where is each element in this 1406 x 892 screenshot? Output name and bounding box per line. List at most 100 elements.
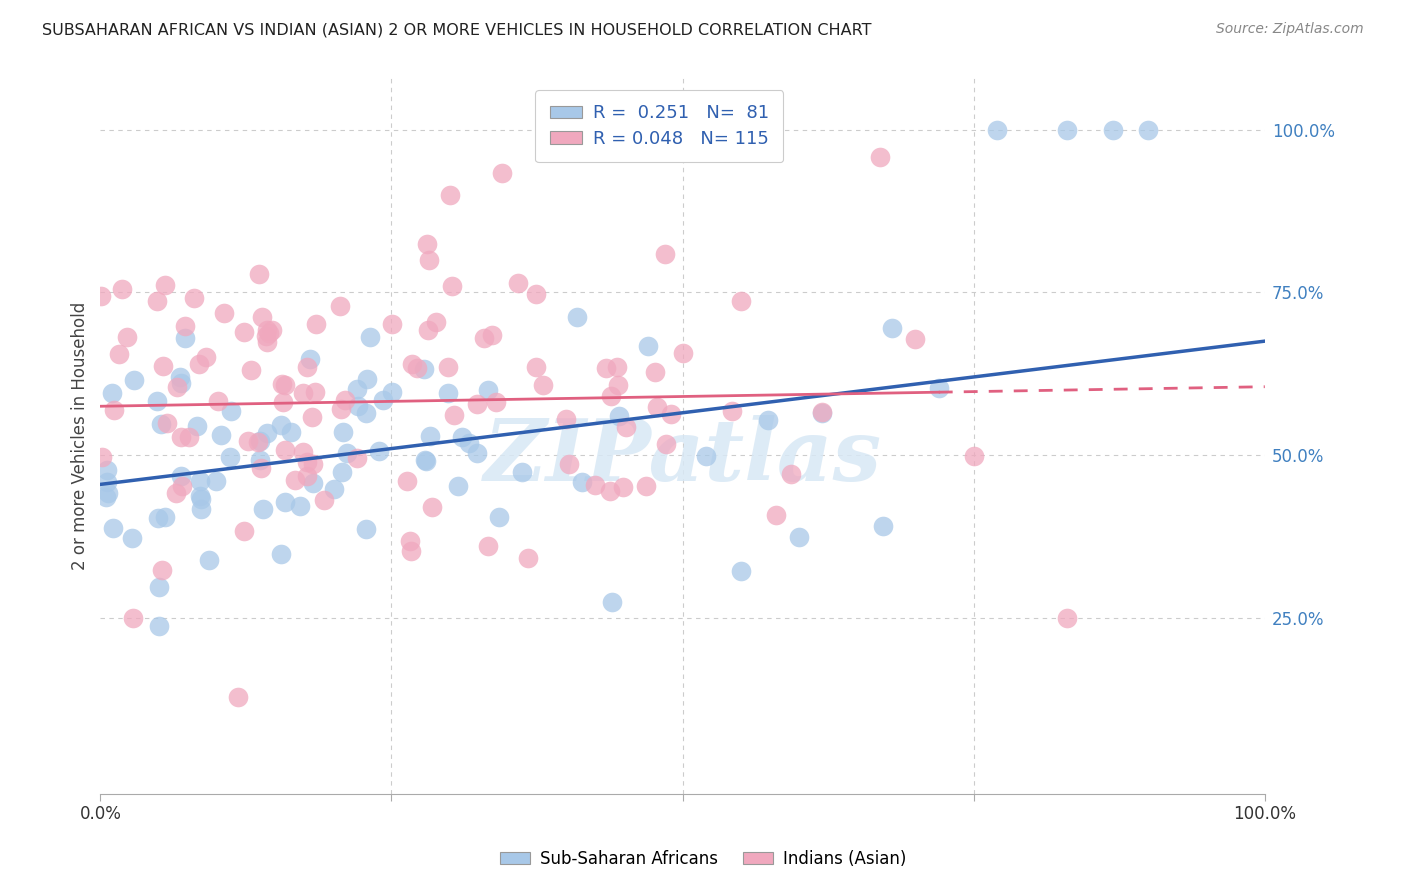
Point [90, 450, 112, 464]
Point [292, 444, 315, 458]
Point [508, 276, 530, 290]
Y-axis label: 2 or more Vehicles in Household: 2 or more Vehicles in Household [72, 301, 89, 570]
Point [249, 267, 271, 281]
Point [103, 520, 125, 534]
Point [368, 444, 391, 458]
Point [270, 418, 292, 433]
Point [416, 237, 439, 252]
Point [169, 430, 191, 444]
Point [170, 469, 193, 483]
Point [96, 462, 118, 476]
Point [654, 247, 676, 261]
Point [148, 618, 170, 632]
Point [301, 458, 323, 472]
Point [323, 482, 346, 496]
Point [396, 475, 419, 489]
Point [599, 484, 621, 499]
Point [418, 253, 440, 268]
Point [510, 465, 533, 479]
Point [425, 315, 447, 329]
Point [183, 291, 205, 305]
Point [607, 409, 630, 423]
Point [198, 553, 221, 567]
Point [90, 289, 112, 303]
Point [249, 453, 271, 467]
Point [465, 445, 488, 459]
Point [150, 563, 173, 577]
Point [416, 323, 439, 337]
Point [94, 490, 117, 504]
Point [335, 393, 357, 408]
Point [257, 326, 280, 340]
Point [122, 373, 145, 387]
Point [179, 429, 201, 443]
Point [295, 454, 318, 468]
Point [380, 318, 402, 332]
Point [170, 376, 193, 390]
Point [256, 323, 278, 337]
Point [571, 475, 593, 489]
Point [271, 377, 294, 392]
Point [232, 325, 254, 339]
Point [472, 331, 495, 345]
Point [1056, 122, 1078, 136]
Point [172, 479, 194, 493]
Point [485, 395, 508, 409]
Point [481, 328, 503, 343]
Point [335, 445, 357, 459]
Point [419, 429, 441, 443]
Point [606, 377, 628, 392]
Point [122, 611, 145, 625]
Point [371, 392, 394, 407]
Point [730, 293, 752, 308]
Point [356, 523, 378, 537]
Point [531, 377, 554, 392]
Point [614, 420, 637, 434]
Point [406, 360, 429, 375]
Point [645, 400, 668, 414]
Point [330, 401, 353, 416]
Point [209, 428, 232, 442]
Point [330, 466, 353, 480]
Point [121, 531, 143, 545]
Point [304, 384, 326, 399]
Point [1137, 122, 1160, 136]
Point [695, 449, 717, 463]
Legend: R =  0.251   N=  81, R = 0.048   N= 115: R = 0.251 N= 81, R = 0.048 N= 115 [536, 90, 783, 162]
Point [280, 425, 302, 439]
Point [246, 434, 269, 449]
Point [146, 511, 169, 525]
Point [415, 454, 437, 468]
Point [273, 495, 295, 509]
Point [274, 442, 297, 457]
Point [565, 310, 588, 324]
Point [96, 486, 118, 500]
Point [583, 478, 606, 492]
Point [152, 359, 174, 373]
Point [787, 530, 810, 544]
Text: Source: ZipAtlas.com: Source: ZipAtlas.com [1216, 22, 1364, 37]
Point [381, 385, 404, 400]
Point [491, 165, 513, 179]
Point [284, 473, 307, 487]
Point [153, 277, 176, 292]
Point [437, 359, 460, 374]
Point [301, 410, 323, 425]
Point [271, 394, 294, 409]
Point [721, 403, 744, 417]
Point [155, 510, 177, 524]
Point [332, 425, 354, 440]
Point [730, 565, 752, 579]
Point [644, 365, 666, 379]
Point [314, 493, 336, 508]
Point [756, 413, 779, 427]
Point [150, 417, 173, 431]
Point [928, 381, 950, 395]
Legend: Sub-Saharan Africans, Indians (Asian): Sub-Saharan Africans, Indians (Asian) [494, 844, 912, 875]
Point [186, 419, 208, 434]
Point [214, 306, 236, 320]
Text: ZIPatlas: ZIPatlas [484, 416, 882, 499]
Point [882, 320, 904, 334]
Point [302, 475, 325, 490]
Point [765, 508, 787, 523]
